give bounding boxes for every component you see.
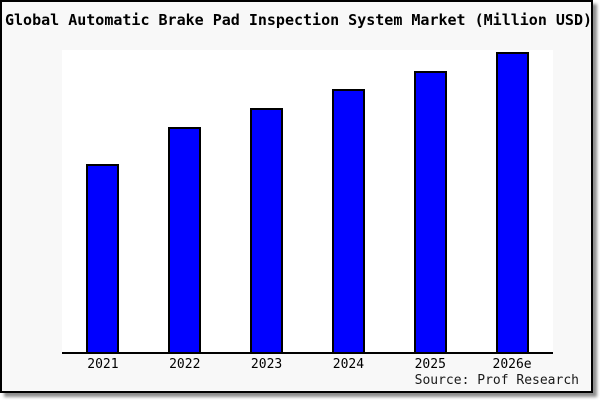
x-tick-label-2023: 2023 xyxy=(250,357,283,372)
x-tick-label-2026e: 2026e xyxy=(492,357,532,372)
bar-2025 xyxy=(413,71,447,352)
source-label: Source: Prof Research xyxy=(414,373,579,388)
chart-frame: Global Automatic Brake Pad Inspection Sy… xyxy=(0,0,593,393)
x-tick-label-2025: 2025 xyxy=(414,357,446,372)
bar-2024 xyxy=(331,89,365,352)
bar-2023 xyxy=(250,108,284,352)
chart-title: Global Automatic Brake Pad Inspection Sy… xyxy=(5,11,592,29)
plot-area xyxy=(62,50,553,354)
x-tick-label-2024: 2024 xyxy=(332,357,365,372)
x-tick-label-2022: 2022 xyxy=(169,357,201,372)
bar-2026e xyxy=(495,52,529,352)
x-tick-label-2021: 2021 xyxy=(87,357,119,372)
bar-2022 xyxy=(168,127,202,352)
bar-2021 xyxy=(86,164,120,352)
